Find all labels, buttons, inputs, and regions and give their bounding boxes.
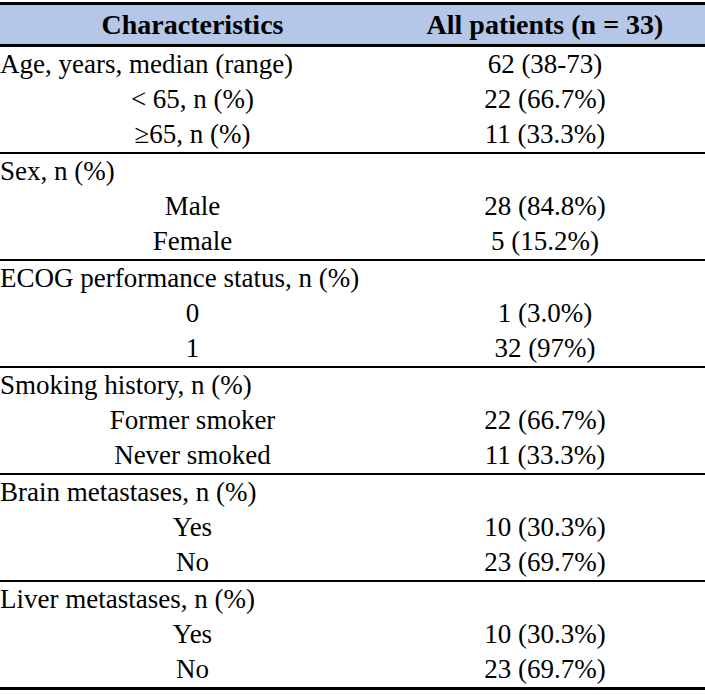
table-row: ECOG performance status, n (%) <box>0 260 705 296</box>
row-label: 1 <box>0 331 385 367</box>
row-value: 11 (33.3%) <box>385 438 705 474</box>
row-label: Liver metastases, n (%) <box>0 581 385 617</box>
table-row: Age, years, median (range)62 (38-73) <box>0 46 705 83</box>
row-label: No <box>0 545 385 581</box>
row-label: Brain metastases, n (%) <box>0 474 385 510</box>
row-label: < 65, n (%) <box>0 82 385 117</box>
row-value: 23 (69.7%) <box>385 545 705 581</box>
row-label: Yes <box>0 617 385 652</box>
row-value: 32 (97%) <box>385 331 705 367</box>
table-row: Yes10 (30.3%) <box>0 617 705 652</box>
row-label: Smoking history, n (%) <box>0 367 385 403</box>
table-row: Female5 (15.2%) <box>0 224 705 260</box>
row-label: Yes <box>0 510 385 545</box>
row-value: 62 (38-73) <box>385 46 705 83</box>
table-section: Age, years, median (range)62 (38-73)< 65… <box>0 46 705 154</box>
table-row: No23 (69.7%) <box>0 545 705 581</box>
table-header: Characteristics All patients (n = 33) <box>0 4 705 46</box>
table-row: Male28 (84.8%) <box>0 189 705 224</box>
table-row: ≥65, n (%)11 (33.3%) <box>0 117 705 153</box>
table-row: < 65, n (%)22 (66.7%) <box>0 82 705 117</box>
row-label: Sex, n (%) <box>0 153 385 189</box>
row-value: 22 (66.7%) <box>385 403 705 438</box>
row-value <box>385 474 705 510</box>
patient-characteristics-table: Characteristics All patients (n = 33) Ag… <box>0 2 705 690</box>
row-value: 5 (15.2%) <box>385 224 705 260</box>
table-section: Sex, n (%)Male28 (84.8%)Female5 (15.2%) <box>0 153 705 260</box>
table-section: ECOG performance status, n (%)01 (3.0%)1… <box>0 260 705 367</box>
row-value <box>385 153 705 189</box>
column-header-all-patients: All patients (n = 33) <box>385 4 705 46</box>
row-value: 1 (3.0%) <box>385 296 705 331</box>
column-header-characteristics: Characteristics <box>0 4 385 46</box>
table-row: Smoking history, n (%) <box>0 367 705 403</box>
row-label: ECOG performance status, n (%) <box>0 260 385 296</box>
row-value: 10 (30.3%) <box>385 617 705 652</box>
table-row: 132 (97%) <box>0 331 705 367</box>
table-section: Brain metastases, n (%)Yes10 (30.3%)No23… <box>0 474 705 581</box>
table-section: Liver metastases, n (%)Yes10 (30.3%)No23… <box>0 581 705 689</box>
row-label: Age, years, median (range) <box>0 46 385 83</box>
row-label: ≥65, n (%) <box>0 117 385 153</box>
table-row: Former smoker22 (66.7%) <box>0 403 705 438</box>
row-value <box>385 260 705 296</box>
row-value <box>385 367 705 403</box>
table-row: No23 (69.7%) <box>0 652 705 689</box>
row-value: 10 (30.3%) <box>385 510 705 545</box>
row-label: No <box>0 652 385 689</box>
row-value: 23 (69.7%) <box>385 652 705 689</box>
table-row: Brain metastases, n (%) <box>0 474 705 510</box>
row-label: Never smoked <box>0 438 385 474</box>
table-row: 01 (3.0%) <box>0 296 705 331</box>
row-value: 28 (84.8%) <box>385 189 705 224</box>
row-label: Male <box>0 189 385 224</box>
table-header-row: Characteristics All patients (n = 33) <box>0 4 705 46</box>
table-section: Smoking history, n (%)Former smoker22 (6… <box>0 367 705 474</box>
row-label: Female <box>0 224 385 260</box>
table-row: Sex, n (%) <box>0 153 705 189</box>
table-row: Liver metastases, n (%) <box>0 581 705 617</box>
row-value <box>385 581 705 617</box>
row-label: Former smoker <box>0 403 385 438</box>
row-label: 0 <box>0 296 385 331</box>
paper-table-page: Characteristics All patients (n = 33) Ag… <box>0 0 705 697</box>
row-value: 11 (33.3%) <box>385 117 705 153</box>
table-row: Yes10 (30.3%) <box>0 510 705 545</box>
row-value: 22 (66.7%) <box>385 82 705 117</box>
table-row: Never smoked11 (33.3%) <box>0 438 705 474</box>
